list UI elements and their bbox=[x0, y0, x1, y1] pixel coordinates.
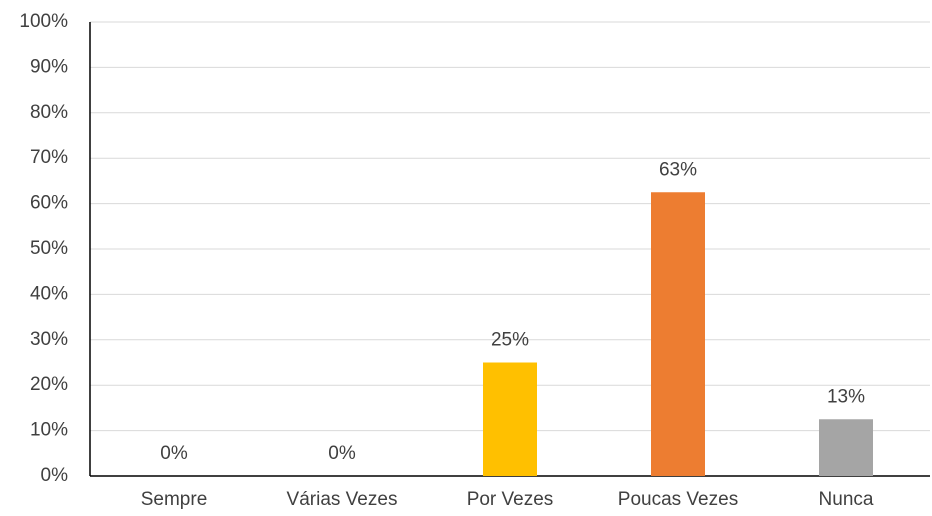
y-tick-label: 20% bbox=[30, 374, 68, 395]
y-tick-label: 10% bbox=[30, 420, 68, 441]
value-label: 0% bbox=[328, 443, 356, 464]
x-tick-label: Sempre bbox=[141, 489, 208, 510]
x-tick-label: Por Vezes bbox=[467, 489, 554, 510]
y-tick-label: 70% bbox=[30, 147, 68, 168]
x-tick-label: Nunca bbox=[819, 489, 874, 510]
y-tick-label: 60% bbox=[30, 193, 68, 214]
bar bbox=[819, 419, 873, 476]
y-tick-label: 30% bbox=[30, 329, 68, 350]
y-tick-label: 40% bbox=[30, 283, 68, 304]
y-tick-label: 80% bbox=[30, 102, 68, 123]
bar bbox=[651, 192, 705, 476]
value-label: 13% bbox=[827, 386, 865, 407]
y-tick-label: 50% bbox=[30, 238, 68, 259]
y-tick-label: 90% bbox=[30, 56, 68, 77]
value-label: 25% bbox=[491, 330, 529, 351]
x-tick-label: Várias Vezes bbox=[287, 489, 398, 510]
value-label: 63% bbox=[659, 159, 697, 180]
y-tick-label: 100% bbox=[19, 11, 68, 32]
value-label: 0% bbox=[160, 443, 188, 464]
bar bbox=[483, 362, 537, 476]
x-tick-label: Poucas Vezes bbox=[618, 489, 738, 510]
y-tick-label: 0% bbox=[41, 465, 69, 486]
